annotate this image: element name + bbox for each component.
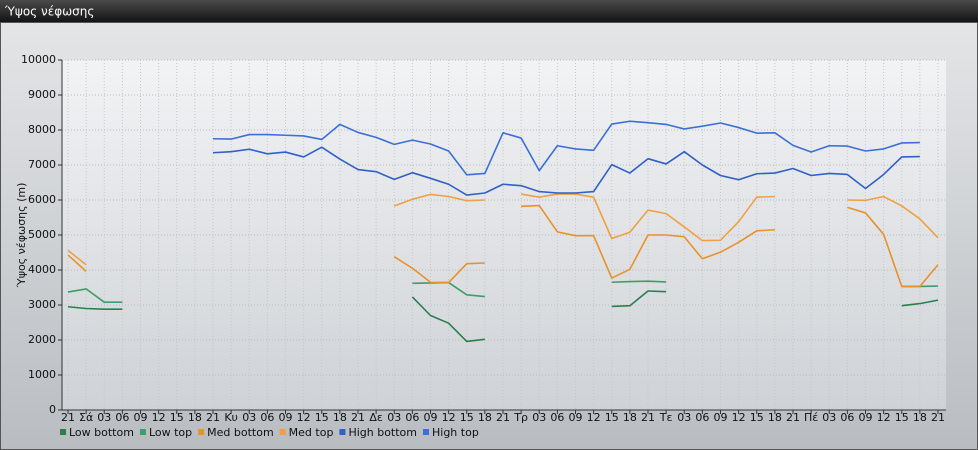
x-tick-label: 18 xyxy=(478,411,492,424)
legend-label: Low top xyxy=(149,426,192,439)
x-tick-label: Πέ xyxy=(804,411,818,424)
x-tick-label: 21 xyxy=(206,411,220,424)
y-tick-label: 1000 xyxy=(28,368,56,381)
x-tick-label: Τε xyxy=(659,411,673,424)
x-tick-label: 03 xyxy=(822,411,836,424)
legend-label: Low bottom xyxy=(69,426,134,439)
x-tick-label: Σά xyxy=(79,411,93,424)
y-tick-label: 6000 xyxy=(28,193,56,206)
x-tick-label: Δε xyxy=(369,411,383,424)
y-tick-label: 2000 xyxy=(28,333,56,346)
x-tick-label: 21 xyxy=(931,411,945,424)
x-tick-label: 18 xyxy=(913,411,927,424)
y-tick-label: 3000 xyxy=(28,298,56,311)
y-tick-label: 8000 xyxy=(28,123,56,136)
x-tick-label: 12 xyxy=(442,411,456,424)
x-tick-label: 12 xyxy=(297,411,311,424)
x-tick-label: 09 xyxy=(279,411,293,424)
x-tick-label: 06 xyxy=(405,411,419,424)
x-tick-label: 09 xyxy=(424,411,438,424)
y-tick-label: 5000 xyxy=(28,228,56,241)
y-tick-label: 0 xyxy=(49,403,56,416)
x-tick-label: 21 xyxy=(641,411,655,424)
legend-swatch xyxy=(198,429,205,435)
x-tick-label: 03 xyxy=(97,411,111,424)
legend-swatch xyxy=(139,429,146,435)
x-tick-label: 03 xyxy=(677,411,691,424)
legend-swatch xyxy=(339,429,346,435)
x-tick-label: 09 xyxy=(714,411,728,424)
x-tick-label: 06 xyxy=(840,411,854,424)
x-tick-label: 15 xyxy=(170,411,184,424)
x-tick-label: 03 xyxy=(242,411,256,424)
y-tick-label: 7000 xyxy=(28,158,56,171)
x-tick-label: 21 xyxy=(496,411,510,424)
x-tick-label: 21 xyxy=(351,411,365,424)
x-tick-label: 03 xyxy=(387,411,401,424)
legend-swatch xyxy=(60,429,66,435)
x-tick-label: 21 xyxy=(61,411,75,424)
series-line xyxy=(212,146,920,196)
x-tick-label: 15 xyxy=(750,411,764,424)
x-tick-label: 09 xyxy=(859,411,873,424)
x-tick-label: 15 xyxy=(460,411,474,424)
legend-label: Med top xyxy=(289,426,334,439)
x-tick-label: 12 xyxy=(152,411,166,424)
x-tick-label: 15 xyxy=(605,411,619,424)
x-tick-label: 15 xyxy=(315,411,329,424)
x-tick-label: 12 xyxy=(877,411,891,424)
x-tick-label: 12 xyxy=(732,411,746,424)
legend-swatch xyxy=(279,429,286,435)
x-tick-label: 09 xyxy=(569,411,583,424)
legend-label: High bottom xyxy=(348,426,417,439)
x-tick-label: 18 xyxy=(768,411,782,424)
x-tick-label: Κυ xyxy=(224,411,238,424)
series-line xyxy=(67,193,939,266)
x-tick-label: 06 xyxy=(550,411,564,424)
x-tick-label: 21 xyxy=(786,411,800,424)
legend-swatch xyxy=(423,429,429,435)
x-tick-label: 06 xyxy=(695,411,709,424)
legend-label: Med bottom xyxy=(207,426,274,439)
x-tick-label: 06 xyxy=(115,411,129,424)
legend-label: High top xyxy=(432,426,479,439)
x-tick-label: 06 xyxy=(260,411,274,424)
x-tick-label: 12 xyxy=(587,411,601,424)
chart-title: Ύψος νέφωσης xyxy=(4,5,94,19)
x-tick-label: 15 xyxy=(895,411,909,424)
x-tick-label: 03 xyxy=(532,411,546,424)
series-line xyxy=(212,120,920,176)
series-line xyxy=(67,204,939,288)
y-axis-label: Ύψος νέφωσης (m) xyxy=(15,183,28,289)
title-bar xyxy=(0,0,978,22)
x-tick-label: 18 xyxy=(188,411,202,424)
x-tick-label: 09 xyxy=(134,411,148,424)
y-tick-label: 4000 xyxy=(28,263,56,276)
y-tick-label: 10000 xyxy=(21,53,56,66)
x-tick-label: 18 xyxy=(623,411,637,424)
x-tick-label: Τρ xyxy=(513,411,528,424)
series-line xyxy=(67,290,939,343)
x-tick-label: 18 xyxy=(333,411,347,424)
y-tick-label: 9000 xyxy=(28,88,56,101)
